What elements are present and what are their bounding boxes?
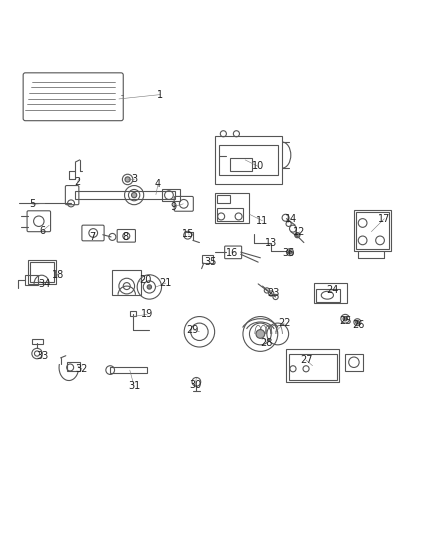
Bar xyxy=(230,158,252,171)
Bar xyxy=(30,262,53,282)
Bar xyxy=(217,195,230,204)
Text: 25: 25 xyxy=(339,316,351,326)
Text: 14: 14 xyxy=(285,214,297,224)
Text: 6: 6 xyxy=(40,226,46,236)
Circle shape xyxy=(147,285,152,289)
Text: 21: 21 xyxy=(160,278,172,288)
Bar xyxy=(286,349,339,382)
Bar xyxy=(215,192,250,223)
Bar xyxy=(32,339,43,344)
Bar xyxy=(316,289,339,302)
Bar xyxy=(75,191,176,199)
Bar xyxy=(130,311,136,316)
Text: 20: 20 xyxy=(139,274,151,285)
Text: 24: 24 xyxy=(326,286,338,295)
Text: 23: 23 xyxy=(267,288,279,297)
Bar xyxy=(345,353,363,371)
Bar xyxy=(25,275,38,285)
Text: 13: 13 xyxy=(265,238,277,248)
Bar xyxy=(113,270,141,295)
Text: 35: 35 xyxy=(204,257,216,267)
Bar xyxy=(289,353,336,379)
Bar xyxy=(202,255,213,263)
Bar xyxy=(110,367,147,373)
Text: 31: 31 xyxy=(128,381,140,391)
Text: 27: 27 xyxy=(300,355,312,365)
Text: 17: 17 xyxy=(378,214,391,224)
Text: 15: 15 xyxy=(182,229,195,239)
Text: 2: 2 xyxy=(74,176,81,187)
Circle shape xyxy=(288,251,292,254)
Text: 10: 10 xyxy=(252,161,264,172)
Text: 30: 30 xyxy=(189,380,201,390)
Text: 33: 33 xyxy=(37,351,49,361)
Bar xyxy=(219,144,278,175)
Text: 9: 9 xyxy=(170,202,177,212)
Bar xyxy=(217,208,243,221)
Text: 18: 18 xyxy=(52,270,64,280)
Text: 34: 34 xyxy=(38,279,50,289)
Circle shape xyxy=(125,177,130,182)
Text: 1: 1 xyxy=(157,90,163,100)
Text: 29: 29 xyxy=(187,325,199,335)
Circle shape xyxy=(343,317,347,321)
Text: 8: 8 xyxy=(122,232,128,242)
Bar xyxy=(314,282,346,303)
Text: 36: 36 xyxy=(283,248,295,259)
Circle shape xyxy=(356,320,359,324)
Text: 22: 22 xyxy=(278,318,290,328)
Circle shape xyxy=(295,232,300,238)
Text: 5: 5 xyxy=(30,199,36,209)
Text: 12: 12 xyxy=(293,227,306,237)
Bar xyxy=(215,136,282,184)
Circle shape xyxy=(256,329,265,338)
Bar xyxy=(67,362,80,371)
Text: 26: 26 xyxy=(352,320,364,330)
Text: 19: 19 xyxy=(141,309,153,319)
Text: 11: 11 xyxy=(256,216,268,226)
Bar xyxy=(162,189,180,201)
Bar xyxy=(28,260,56,284)
Text: 32: 32 xyxy=(76,364,88,374)
Text: 28: 28 xyxy=(261,338,273,348)
Text: 4: 4 xyxy=(155,179,161,189)
Bar xyxy=(354,210,391,251)
Circle shape xyxy=(131,192,137,198)
Text: 7: 7 xyxy=(90,232,96,242)
Text: 3: 3 xyxy=(131,174,137,184)
Bar xyxy=(356,212,389,249)
Text: 16: 16 xyxy=(226,248,238,259)
